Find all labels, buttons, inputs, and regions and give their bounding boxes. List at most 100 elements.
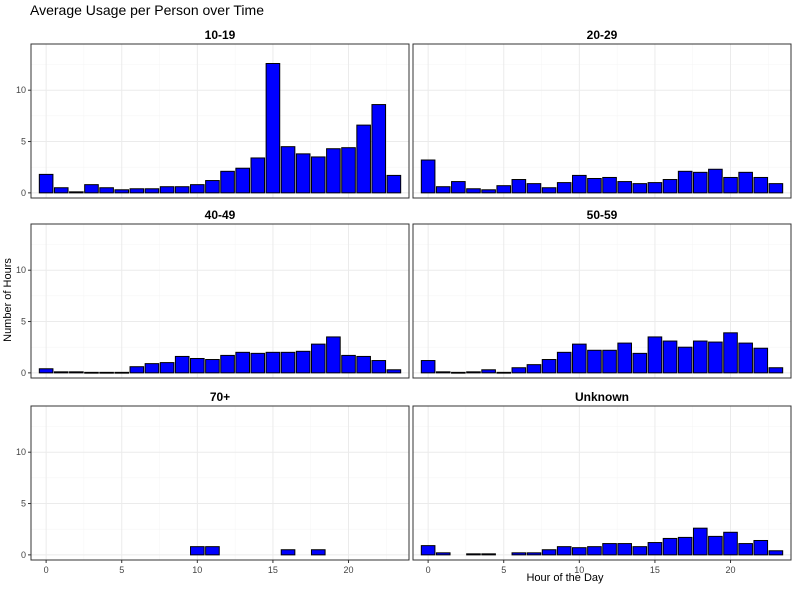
bar-hour-1: [435, 552, 451, 556]
bar-hour-11: [587, 349, 602, 374]
panel-10-19: 10-19 0 5 10: [16, 28, 410, 199]
bar-hour-21: [356, 355, 371, 374]
bar-hour-11: [205, 180, 220, 194]
bar-hour-1: [53, 371, 69, 374]
y-tick-label: 10: [16, 447, 26, 457]
panel-70+: 70+ 0 5 10 0 5 10 15 20: [16, 390, 410, 575]
x-tick-label: 0: [44, 565, 49, 575]
bar-hour-20: [723, 531, 738, 556]
bar-hour-9: [556, 351, 572, 374]
bar-hour-10: [572, 343, 587, 374]
y-tick-label: 10: [16, 265, 26, 275]
bar-hour-10: [190, 357, 205, 374]
bar-hour-14: [632, 546, 648, 556]
bar-hour-12: [602, 543, 617, 556]
bar-hour-11: [587, 546, 602, 556]
panel-border: [412, 405, 792, 561]
bar-hour-9: [174, 355, 190, 374]
x-tick-label: 15: [650, 565, 660, 575]
panel-border: [30, 43, 410, 199]
bar-hour-4: [481, 189, 496, 194]
bar-hour-14: [250, 352, 266, 374]
bar-hour-3: [466, 553, 481, 556]
panel-40-49: 40-49 0 5 10: [16, 208, 410, 379]
bar-hour-23: [768, 367, 784, 374]
y-tick-label: 0: [21, 368, 26, 378]
bar-hour-22: [753, 347, 769, 374]
bar-hour-8: [159, 362, 175, 374]
bar-hour-17: [295, 153, 311, 194]
bar-hour-16: [280, 351, 296, 374]
bar-hour-4: [99, 371, 114, 374]
panel-strip-label: 50-59: [587, 208, 618, 222]
bar-hour-0: [420, 545, 436, 556]
bar-hour-10: [572, 547, 587, 556]
bar-hour-8: [541, 359, 557, 374]
y-tick-label: 10: [16, 85, 26, 95]
bar-hour-13: [235, 167, 250, 194]
bar-hour-15: [647, 182, 663, 194]
bar-hour-18: [310, 156, 326, 194]
bar-hour-11: [587, 177, 602, 194]
bar-hour-23: [386, 369, 402, 374]
bar-hour-9: [174, 186, 190, 194]
bar-hour-7: [526, 183, 542, 194]
bar-hour-18: [692, 171, 708, 194]
bar-hour-15: [265, 63, 281, 194]
bar-hour-4: [481, 369, 496, 374]
bar-hour-12: [220, 170, 235, 194]
bar-hour-23: [768, 550, 784, 556]
bar-hour-3: [466, 371, 481, 374]
bar-hour-13: [617, 543, 632, 556]
bar-hour-19: [326, 148, 341, 194]
bar-hour-16: [662, 340, 678, 374]
bar-hour-0: [38, 173, 54, 194]
panel-50-59: 50-59: [412, 208, 792, 379]
bar-hour-21: [738, 171, 753, 194]
bar-hour-5: [114, 189, 130, 194]
bar-hour-23: [386, 174, 402, 194]
bar-hour-16: [280, 549, 296, 556]
bar-hour-15: [265, 351, 281, 374]
bar-hour-3: [84, 371, 99, 374]
bar-hour-22: [371, 360, 387, 374]
bar-hour-7: [526, 364, 542, 374]
x-tick-label: 10: [192, 565, 202, 575]
bar-hour-12: [602, 349, 617, 374]
y-axis-label: Number of Hours: [2, 258, 14, 342]
bar-hour-18: [692, 527, 708, 556]
bar-hour-8: [159, 186, 175, 194]
bar-hour-11: [205, 546, 220, 556]
bar-hour-20: [723, 176, 738, 194]
bar-hour-18: [692, 340, 708, 374]
bar-hour-3: [84, 184, 99, 194]
bar-hour-17: [677, 346, 693, 374]
bar-hour-10: [572, 174, 587, 194]
bar-hour-5: [496, 371, 512, 374]
bar-hour-14: [250, 157, 266, 194]
bar-hour-5: [496, 185, 512, 194]
x-tick-label: 15: [268, 565, 278, 575]
bar-hour-2: [69, 191, 84, 194]
x-tick-label: 10: [574, 565, 584, 575]
bar-hour-5: [114, 371, 130, 374]
bar-hour-7: [144, 363, 160, 374]
panel-strip-label: Unknown: [575, 390, 629, 404]
panel-strip-label: 10-19: [205, 28, 236, 42]
bar-hour-16: [662, 179, 678, 194]
bar-hour-12: [220, 354, 235, 374]
bar-hour-17: [295, 350, 311, 374]
x-tick-label: 5: [119, 565, 124, 575]
bar-hour-13: [235, 351, 250, 374]
panel-Unknown: Unknown 0 5 10 15 20: [412, 390, 792, 575]
bar-hour-8: [541, 549, 557, 556]
y-tick-label: 5: [21, 317, 26, 327]
bar-hour-14: [632, 183, 648, 194]
bar-hour-21: [356, 124, 371, 194]
bar-hour-20: [341, 354, 356, 374]
bar-hour-22: [753, 539, 769, 556]
x-tick-label: 20: [726, 565, 736, 575]
x-tick-label: 5: [501, 565, 506, 575]
bar-hour-8: [541, 187, 557, 194]
